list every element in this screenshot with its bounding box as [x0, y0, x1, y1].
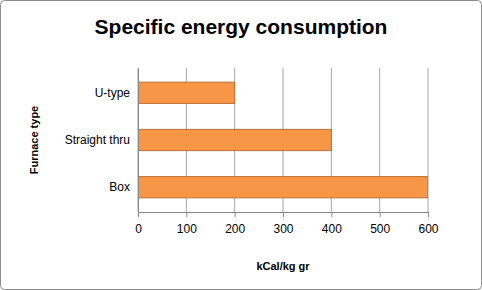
x-axis: 0 100 200 300 400 500 600: [135, 212, 439, 236]
bars: [138, 82, 428, 198]
y-axis: U-type Straight thru Box: [65, 69, 139, 213]
x-tick-mark: [283, 212, 284, 217]
y-tick: Straight thru: [65, 133, 130, 147]
x-tick: 300: [273, 212, 293, 236]
y-tick-label: Straight thru: [65, 133, 130, 147]
y-tick-label: Box: [109, 180, 130, 194]
x-tick-mark: [186, 212, 187, 217]
x-tick-label: 500: [370, 222, 390, 236]
bar: [138, 177, 428, 198]
x-tick-mark: [428, 212, 429, 217]
x-axis-title: kCal/kg gr: [256, 260, 310, 272]
x-tick-label: 400: [322, 222, 342, 236]
x-tick-mark: [235, 212, 236, 217]
y-axis-line: [138, 69, 139, 213]
bar: [138, 82, 235, 103]
x-tick-label: 200: [225, 222, 245, 236]
bar: [138, 129, 331, 150]
x-tick: 0: [135, 212, 142, 236]
x-tick-mark: [380, 212, 381, 217]
x-tick-mark: [138, 212, 139, 217]
x-axis-line: [139, 213, 429, 218]
x-tick-label: 300: [273, 222, 293, 236]
x-tick: 200: [225, 212, 245, 236]
x-tick-mark: [331, 212, 332, 217]
x-tick: 600: [418, 212, 438, 236]
x-tick-label: 600: [418, 222, 438, 236]
y-tick: Box: [109, 180, 130, 194]
x-tick: 100: [177, 212, 197, 236]
x-tick: 500: [370, 212, 390, 236]
y-axis-title: Furnace type: [28, 106, 40, 174]
y-tick: U-type: [95, 86, 131, 100]
plot: 0 100 200 300 400 500 600 U-type Straight thru Bo…: [65, 68, 439, 236]
x-tick: 400: [322, 212, 342, 236]
x-tick-label: 100: [177, 222, 197, 236]
chart-border: [1, 1, 482, 290]
chart: 0 100 200 300 400 500 600 U-type Straight thru Bo…: [0, 0, 482, 290]
grid: [138, 68, 428, 212]
title: Specific energy consumption: [95, 15, 388, 38]
y-tick-label: U-type: [95, 86, 131, 100]
grid-line: [138, 68, 139, 212]
x-tick-label: 0: [135, 222, 142, 236]
